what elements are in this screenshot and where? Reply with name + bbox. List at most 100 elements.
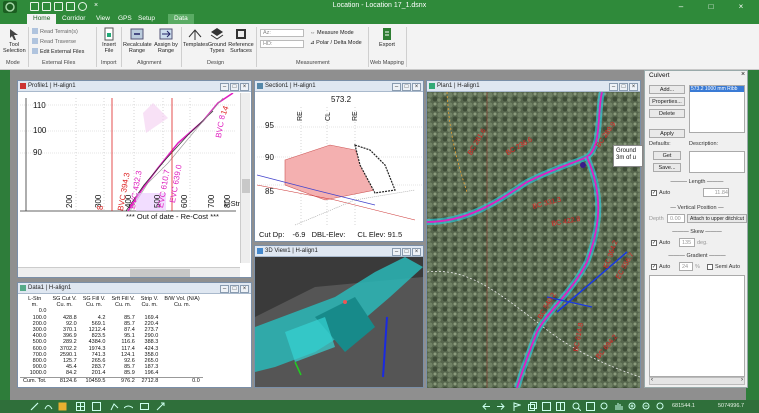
zoom-out-icon[interactable]: [642, 402, 651, 411]
data-table[interactable]: L-Stn SG Cut V. SG Fill V. Srft Fill V. Stri…: [20, 296, 203, 384]
plan-map[interactable]: [427, 92, 640, 388]
read-terrain-button[interactable]: Read Terrain(s): [32, 28, 78, 35]
table-row[interactable]: 100.0 428.8 4.2 85.7 169.4: [20, 315, 203, 321]
polar-delta-button[interactable]: ⊿ Polar / Delta Mode: [310, 40, 362, 47]
restore-icon[interactable]: □: [402, 248, 411, 256]
reference-surfaces-button[interactable]: Reference Surfaces: [228, 27, 254, 54]
section-graph[interactable]: [255, 105, 423, 230]
column-header[interactable]: L-Stn: [28, 296, 42, 302]
table-row[interactable]: 800.0 125.7 265.6 92.6 265.0: [20, 358, 203, 364]
save-icon[interactable]: [54, 2, 63, 11]
templates-button[interactable]: Templates: [183, 27, 208, 48]
table-row[interactable]: 500.0 289.2 4384.0 116.6 388.3: [20, 339, 203, 345]
table-row[interactable]: 200.0 92.0 569.1 85.7 220.4: [20, 321, 203, 327]
close-icon[interactable]: ×: [240, 285, 249, 293]
table-row[interactable]: 1000.0 84.2 201.4 85.9 196.4: [20, 370, 203, 377]
section-title-bar[interactable]: Section1 | H-align1 – □ ×: [255, 81, 423, 92]
pan-right-icon[interactable]: [496, 402, 505, 411]
scroll-thumb[interactable]: [130, 269, 190, 277]
recalculate-range-button[interactable]: Recalculate Range: [123, 27, 152, 54]
length-input[interactable]: 11.84: [703, 188, 729, 197]
qat-dropdown-icon[interactable]: ×: [94, 2, 99, 9]
description-field[interactable]: [689, 151, 745, 173]
window-icon[interactable]: [542, 402, 551, 411]
assign-by-range-button[interactable]: Assign by Range: [153, 27, 179, 54]
culvert-list[interactable]: 573.2 1000 mm Ribb: [689, 85, 745, 133]
copy-icon[interactable]: [528, 402, 537, 411]
grid-icon[interactable]: [58, 402, 67, 411]
table-row[interactable]: 900.0 45.4 283.7 85.7 187.3: [20, 364, 203, 370]
table-row[interactable]: 300.0 370.1 1212.4 87.4 273.7: [20, 327, 203, 333]
minimize-icon[interactable]: –: [220, 83, 229, 91]
restore-icon[interactable]: □: [230, 285, 239, 293]
maximize-icon[interactable]: □: [708, 2, 714, 11]
profile-tool-icon[interactable]: [110, 402, 119, 411]
tab-view[interactable]: View: [96, 15, 110, 22]
culvert-list-box[interactable]: [649, 275, 745, 377]
tab-corridor[interactable]: Corridor: [62, 15, 86, 22]
minimize-icon[interactable]: –: [220, 285, 229, 293]
open-file-icon[interactable]: [42, 2, 51, 11]
app-logo-icon[interactable]: [3, 1, 17, 13]
attach-upper-ditch-button[interactable]: Attach to upper ditch/cut: [687, 214, 747, 223]
close-icon[interactable]: ×: [629, 83, 638, 91]
edit-external-button[interactable]: Edit External Files: [32, 48, 84, 55]
vertical-input[interactable]: 0.00: [667, 214, 685, 223]
azimuth-input[interactable]: Az:: [260, 29, 304, 37]
pan-left-icon[interactable]: [482, 402, 491, 411]
profile-title-bar[interactable]: Profile1 | H-align1 – □ ×: [18, 81, 251, 92]
column-header[interactable]: B/W Vol. (N/A): [164, 296, 200, 302]
table-row[interactable]: 400.0 396.9 823.5 95.1 290.0: [20, 333, 203, 339]
view3d-scene[interactable]: [255, 257, 423, 387]
scroll-left-icon[interactable]: ‹: [651, 377, 653, 383]
zoom-in-icon[interactable]: [628, 402, 637, 411]
apply-button[interactable]: Apply: [649, 129, 685, 138]
table-row[interactable]: 600.0 3702.2 1974.3 117.4 424.3: [20, 346, 203, 352]
culvert-hscroll[interactable]: ‹ ›: [649, 377, 745, 385]
skew-auto-checkbox[interactable]: ✓: [651, 240, 657, 246]
close-icon[interactable]: ×: [738, 2, 744, 11]
minimize-icon[interactable]: –: [392, 248, 401, 256]
restore-icon[interactable]: □: [230, 83, 239, 91]
ground-types-button[interactable]: Ground Types: [207, 27, 227, 54]
image-tool-icon[interactable]: [140, 402, 149, 411]
hand-icon[interactable]: [614, 402, 623, 411]
zoom-icon[interactable]: [572, 402, 581, 411]
gradient-auto-checkbox[interactable]: ✓: [651, 264, 657, 270]
table-row[interactable]: 0.0: [20, 308, 203, 314]
add-button[interactable]: Add...: [649, 85, 685, 94]
close-icon[interactable]: ×: [412, 248, 421, 256]
length-auto-checkbox[interactable]: ✓: [651, 190, 657, 196]
list-item[interactable]: 573.2 1000 mm Ribb: [690, 86, 744, 92]
delete-button[interactable]: Delete: [649, 109, 685, 118]
tab-gps[interactable]: GPS: [118, 15, 132, 22]
column-header[interactable]: Srft Fill V.: [111, 296, 135, 302]
plan-title-bar[interactable]: Plan1 | H-align1 – □ ×: [427, 81, 640, 92]
table-view-icon[interactable]: [76, 402, 85, 411]
hd-input[interactable]: HD:: [260, 40, 304, 48]
measure-mode-button[interactable]: ⇔ Measure Mode: [310, 30, 354, 37]
undo-icon[interactable]: [78, 2, 87, 11]
zoom-extents-icon[interactable]: [600, 402, 609, 411]
new-file-icon[interactable]: [30, 2, 39, 11]
column-header[interactable]: SG Fill V.: [82, 296, 106, 302]
curve-tool-icon[interactable]: [44, 402, 53, 411]
read-traverse-button[interactable]: Read Traverse: [32, 38, 76, 45]
properties-button[interactable]: Properties...: [649, 97, 685, 106]
restore-icon[interactable]: □: [619, 83, 628, 91]
skew-input[interactable]: 135: [679, 238, 695, 247]
tile-icon[interactable]: [556, 402, 565, 411]
view3d-title-bar[interactable]: 3D View1 | H-align1 – □ ×: [255, 246, 423, 257]
measure-tool-icon[interactable]: [30, 402, 39, 411]
save-button[interactable]: Save...: [653, 163, 681, 172]
tool-selection-button[interactable]: Tool Selection: [3, 27, 26, 54]
flag-icon[interactable]: [512, 402, 521, 411]
tab-setup[interactable]: Setup: [138, 15, 155, 22]
column-header[interactable]: Strip V.: [140, 296, 159, 302]
scroll-thumb[interactable]: [242, 179, 250, 193]
scroll-right-icon[interactable]: ›: [741, 377, 743, 383]
close-icon[interactable]: ×: [240, 83, 249, 91]
export-button[interactable]: Export: [376, 27, 398, 48]
column-header[interactable]: SG Cut V.: [52, 296, 77, 302]
close-icon[interactable]: ×: [412, 83, 421, 91]
